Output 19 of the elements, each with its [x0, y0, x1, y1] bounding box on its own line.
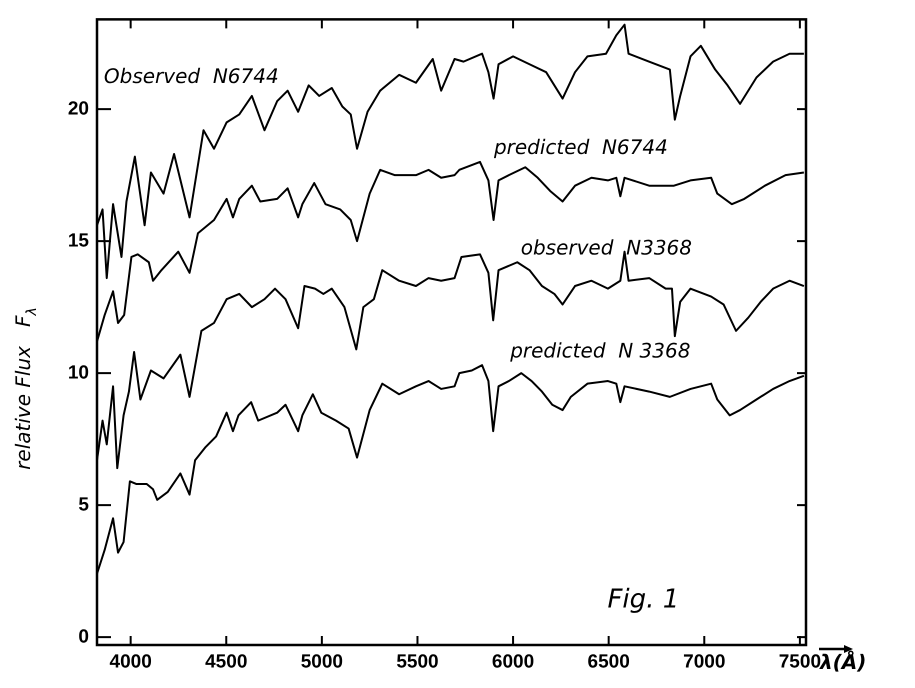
- y-tick-label: 0: [78, 626, 89, 648]
- series-label: Observed N6744: [104, 64, 279, 88]
- series-label: observed N3368: [520, 235, 692, 260]
- y-axis-title: relative Flux Fλ: [11, 307, 40, 470]
- series-label: predicted N 3368: [509, 338, 690, 362]
- y-tick-label: 10: [68, 362, 89, 384]
- series-label: predicted N6744: [492, 135, 668, 160]
- y-tick-label: 15: [68, 230, 90, 252]
- x-tick-label: 4000: [110, 652, 152, 673]
- x-tick-label: 5500: [396, 652, 439, 673]
- y-tick-label: 5: [78, 494, 90, 516]
- annotation: Fig. 1: [607, 584, 680, 614]
- x-tick-label: 6500: [588, 652, 630, 673]
- x-axis-title: λ(Å): [819, 650, 866, 674]
- x-tick-label: 5000: [300, 652, 343, 673]
- x-tick-label: 4500: [205, 652, 248, 673]
- x-tick-label: 7000: [683, 652, 726, 673]
- x-tick-label: 6000: [492, 652, 534, 673]
- y-tick-label: 20: [68, 98, 89, 120]
